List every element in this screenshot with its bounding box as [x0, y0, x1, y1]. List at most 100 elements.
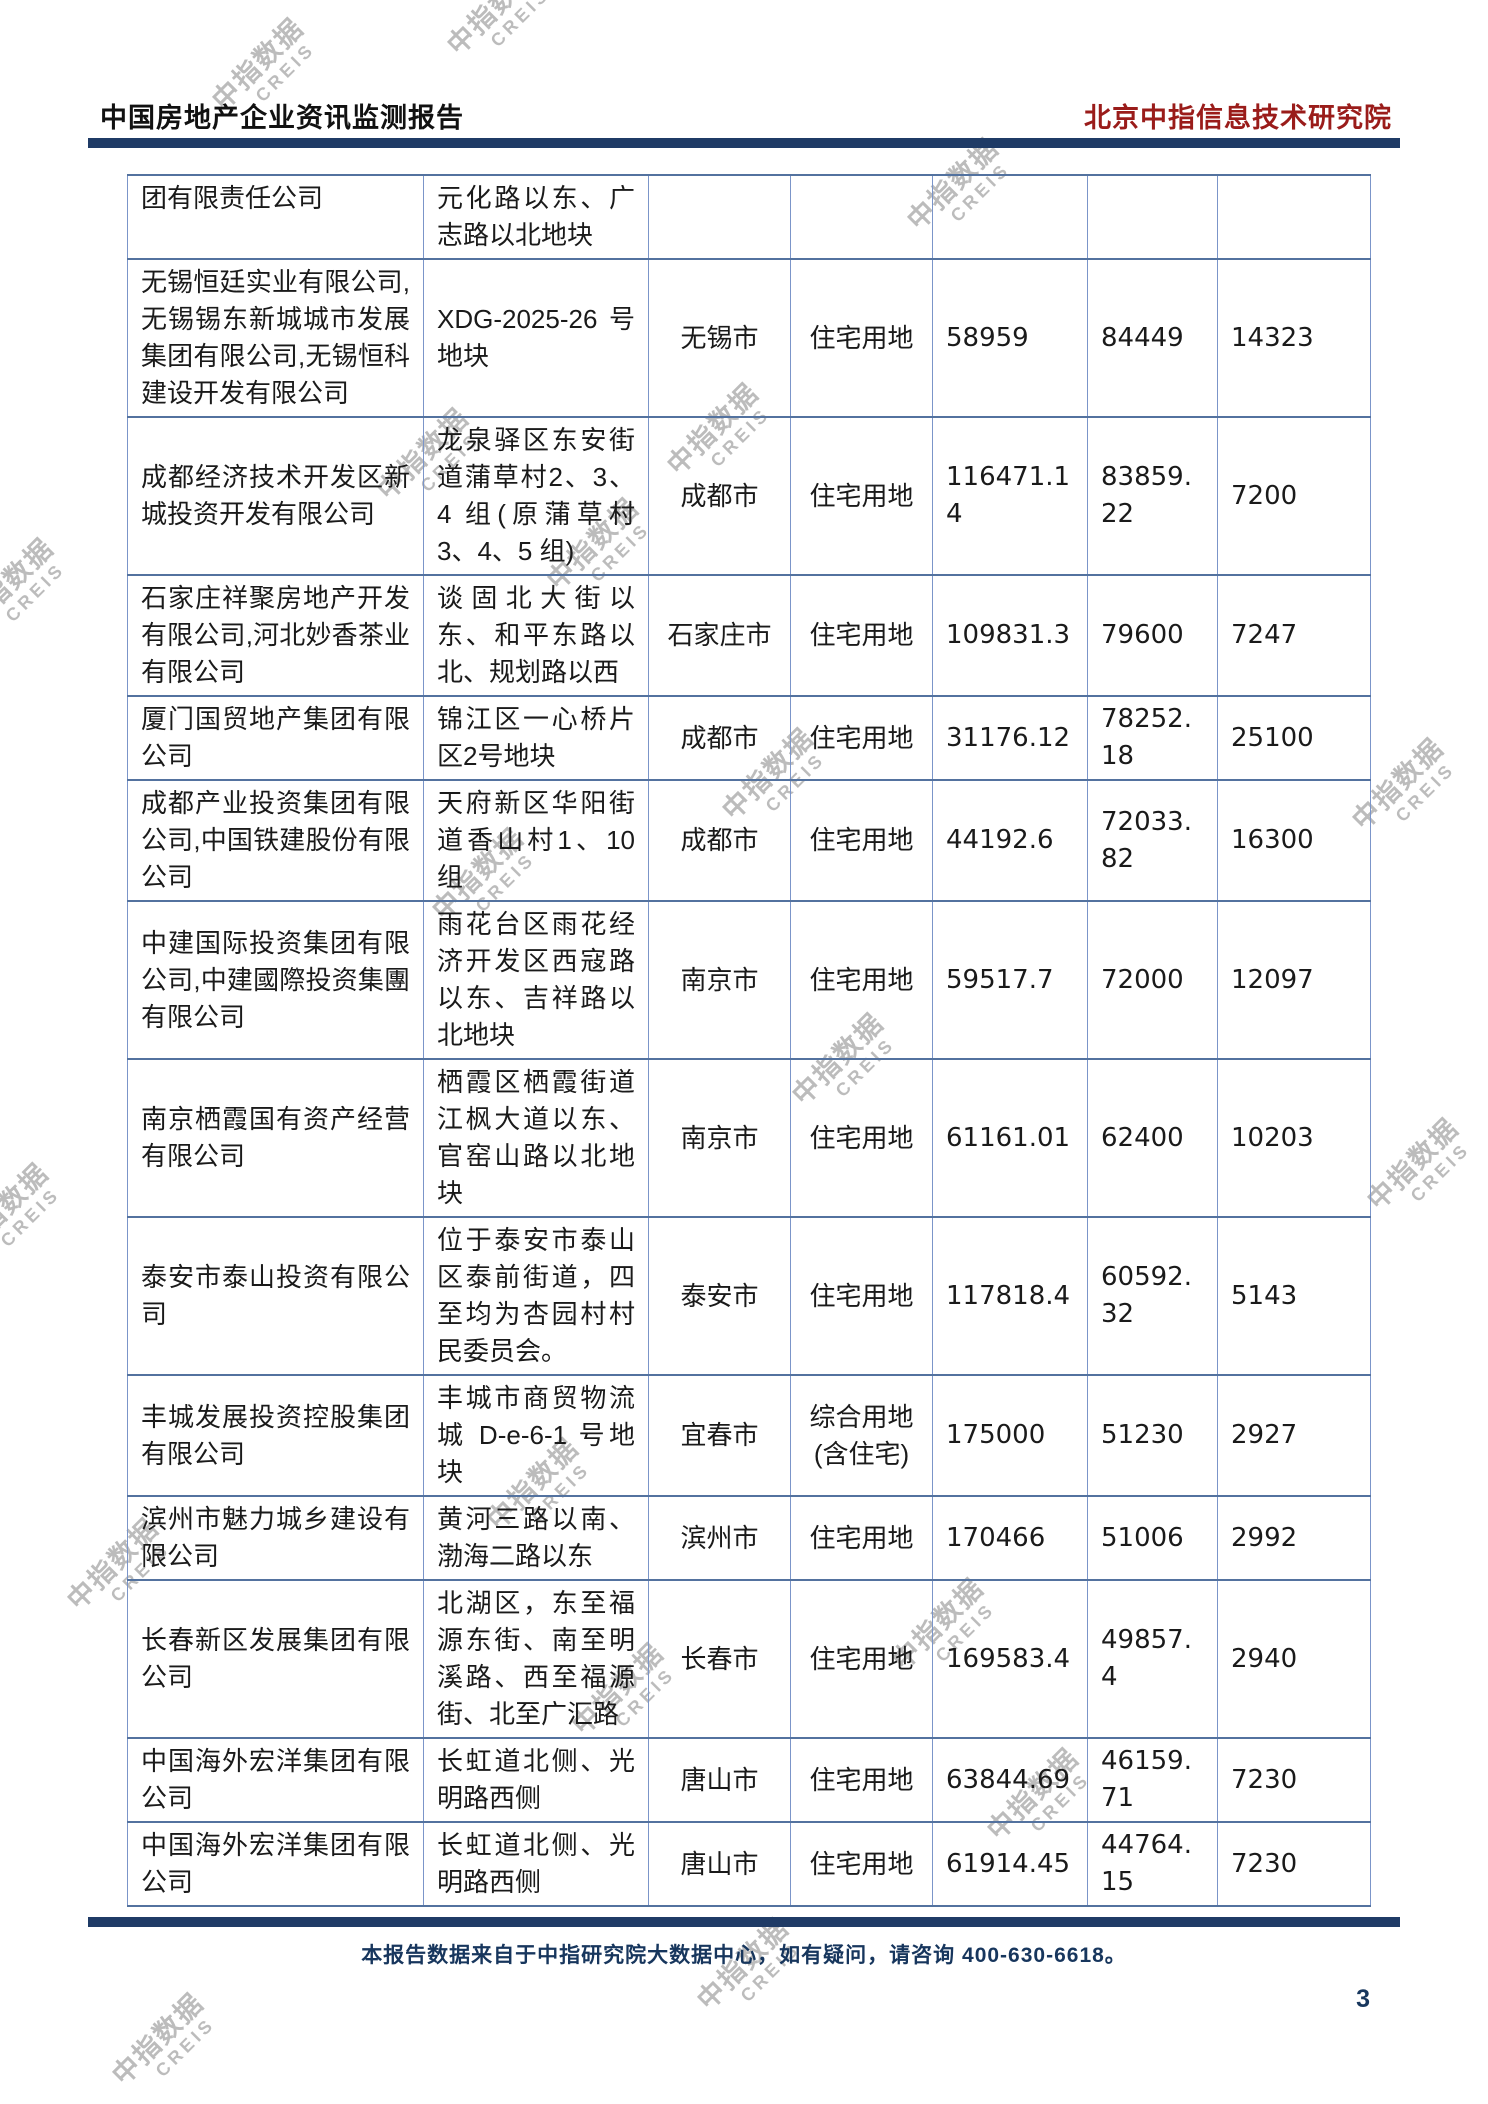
- cell-value-2: 44764.15: [1087, 1821, 1218, 1907]
- cell-value-3: 7200: [1217, 416, 1371, 576]
- cell-land-use: 住宅用地: [790, 574, 933, 697]
- cell-city: 宜春市: [648, 1374, 791, 1497]
- table-row: 南京栖霞国有资产经营有限公司 栖霞区栖霞街道江枫大道以东、官窑山路以北地块 南京市住…: [127, 1058, 1371, 1218]
- cell-land-use: 住宅用地: [790, 258, 933, 418]
- cell-parcel-location: 天府新区华阳街道香山村1、10组: [423, 779, 649, 902]
- cell-company: 成都经济技术开发区新城投资开发有限公司: [127, 416, 424, 576]
- cell-land-use: 住宅用地: [790, 1821, 933, 1907]
- cell-parcel-location: 丰城市商贸物流城 D-e-6-1 号地块: [423, 1374, 649, 1497]
- cell-value-3: 10203: [1217, 1058, 1371, 1218]
- cell-city: 唐山市: [648, 1737, 791, 1823]
- cell-parcel-location: 北湖区，东至福源东街、南至明溪路、西至福源街、北至广汇路: [423, 1579, 649, 1739]
- cell-value-2: 51230: [1087, 1374, 1218, 1497]
- table-row: 团有限责任公司 元化路以东、广志路以北地块: [127, 174, 1371, 260]
- cell-value-1: 61914.45: [932, 1821, 1088, 1907]
- cell-company: 中建国际投资集团有限公司,中建國際投资集團有限公司: [127, 900, 424, 1060]
- cell-value-2: 84449: [1087, 258, 1218, 418]
- cell-company: 团有限责任公司: [127, 174, 424, 260]
- cell-value-2: 72000: [1087, 900, 1218, 1060]
- table-row: 石家庄祥聚房地产开发有限公司,河北妙香茶业有限公司 谈固北大街以东、和平东路以北、…: [127, 574, 1371, 697]
- cell-parcel-location: 谈固北大街以东、和平东路以北、规划路以西: [423, 574, 649, 697]
- cell-value-1: 58959: [932, 258, 1088, 418]
- cell-value-2: 49857.4: [1087, 1579, 1218, 1739]
- table-row: 中国海外宏洋集团有限公司 长虹道北侧、光明路西侧 唐山市 住宅用地 61914.45 44…: [127, 1821, 1371, 1907]
- cell-land-use: 住宅用地: [790, 900, 933, 1060]
- cell-value-3: 2992: [1217, 1495, 1371, 1581]
- table-row: 滨州市魅力城乡建设有限公司 黄河三路以南、渤海二路以东 滨州市 住宅用地 170466 5…: [127, 1495, 1371, 1581]
- table-row: 无锡恒廷实业有限公司,无锡锡东新城城市发展集团有限公司,无锡恒科建设开发有限公司…: [127, 258, 1371, 418]
- cell-parcel-location: 雨花台区雨花经济开发区西寇路以东、吉祥路以北地块: [423, 900, 649, 1060]
- cell-city: 无锡市: [648, 258, 791, 418]
- cell-value-2: 51006: [1087, 1495, 1218, 1581]
- table-row: 长春新区发展集团有限公司 北湖区，东至福源东街、南至明溪路、西至福源街、北至广汇路…: [127, 1579, 1371, 1739]
- footer-note: 本报告数据来自于中指研究院大数据中心，如有疑问，请咨询 400-630-6618…: [361, 1944, 1127, 1967]
- cell-value-1: 117818.4: [932, 1216, 1088, 1376]
- cell-land-use: 住宅用地: [790, 1216, 933, 1376]
- cell-company: 无锡恒廷实业有限公司,无锡锡东新城城市发展集团有限公司,无锡恒科建设开发有限公司: [127, 258, 424, 418]
- cell-company: 中国海外宏洋集团有限公司: [127, 1821, 424, 1907]
- cell-value-3: 7230: [1217, 1821, 1371, 1907]
- cell-company: 中国海外宏洋集团有限公司: [127, 1737, 424, 1823]
- cell-parcel-location: 位于泰安市泰山区泰前街道，四至均为杏园村村民委员会。: [423, 1216, 649, 1376]
- header-rule: [88, 138, 1400, 148]
- cell-value-1: 61161.01: [932, 1058, 1088, 1218]
- cell-value-1: [932, 174, 1088, 260]
- cell-value-2: 78252.18: [1087, 695, 1218, 781]
- table-row: 成都产业投资集团有限公司,中国铁建股份有限公司 天府新区华阳街道香山村1、10组成…: [127, 779, 1371, 902]
- table-row: 泰安市泰山投资有限公司 位于泰安市泰山区泰前街道，四至均为杏园村村民委员会。 泰安市…: [127, 1216, 1371, 1376]
- cell-company: 成都产业投资集团有限公司,中国铁建股份有限公司: [127, 779, 424, 902]
- cell-city: [648, 174, 791, 260]
- table-row: 成都经济技术开发区新城投资开发有限公司 龙泉驿区东安街道蒲草村2、3、4 组(原蒲…: [127, 416, 1371, 576]
- cell-land-use: 综合用地(含住宅): [790, 1374, 933, 1497]
- cell-parcel-location: XDG-2025-26 号地块: [423, 258, 649, 418]
- cell-value-1: 170466: [932, 1495, 1088, 1581]
- cell-parcel-location: 长虹道北侧、光明路西侧: [423, 1737, 649, 1823]
- page-content: 团有限责任公司 元化路以东、广志路以北地块 无锡恒廷实业有限公司,无锡锡东新城城市发…: [88, 174, 1400, 2013]
- cell-company: 厦门国贸地产集团有限公司: [127, 695, 424, 781]
- cell-land-use: 住宅用地: [790, 695, 933, 781]
- cell-parcel-location: 长虹道北侧、光明路西侧: [423, 1821, 649, 1907]
- cell-value-2: 79600: [1087, 574, 1218, 697]
- cell-land-use: 住宅用地: [790, 416, 933, 576]
- land-transactions-table: 团有限责任公司 元化路以东、广志路以北地块 无锡恒廷实业有限公司,无锡锡东新城城市发…: [127, 174, 1371, 1907]
- cell-land-use: [790, 174, 933, 260]
- footer-rule: [88, 1917, 1400, 1927]
- cell-company: 长春新区发展集团有限公司: [127, 1579, 424, 1739]
- cell-parcel-location: 锦江区一心桥片区2号地块: [423, 695, 649, 781]
- cell-city: 成都市: [648, 779, 791, 902]
- cell-value-3: 7230: [1217, 1737, 1371, 1823]
- cell-value-3: 25100: [1217, 695, 1371, 781]
- table-row: 丰城发展投资控股集团有限公司 丰城市商贸物流城 D-e-6-1 号地块 宜春市 综合用…: [127, 1374, 1371, 1497]
- cell-company: 石家庄祥聚房地产开发有限公司,河北妙香茶业有限公司: [127, 574, 424, 697]
- cell-parcel-location: 元化路以东、广志路以北地块: [423, 174, 649, 260]
- cell-value-3: 2940: [1217, 1579, 1371, 1739]
- cell-value-2: 60592.32: [1087, 1216, 1218, 1376]
- cell-city: 南京市: [648, 1058, 791, 1218]
- cell-city: 南京市: [648, 900, 791, 1060]
- cell-city: 成都市: [648, 695, 791, 781]
- cell-value-3: 16300: [1217, 779, 1371, 902]
- page-header: 中国房地产企业资讯监测报告 北京中指信息技术研究院: [100, 96, 1392, 135]
- cell-company: 泰安市泰山投资有限公司: [127, 1216, 424, 1376]
- cell-city: 成都市: [648, 416, 791, 576]
- land-table-body: 团有限责任公司 元化路以东、广志路以北地块 无锡恒廷实业有限公司,无锡锡东新城城市发…: [127, 174, 1371, 1907]
- table-row: 中国海外宏洋集团有限公司 长虹道北侧、光明路西侧 唐山市 住宅用地 63844.69 46…: [127, 1737, 1371, 1823]
- cell-value-1: 169583.4: [932, 1579, 1088, 1739]
- cell-value-1: 31176.12: [932, 695, 1088, 781]
- cell-land-use: 住宅用地: [790, 1579, 933, 1739]
- cell-land-use: 住宅用地: [790, 779, 933, 902]
- cell-value-1: 116471.14: [932, 416, 1088, 576]
- cell-value-2: [1087, 174, 1218, 260]
- cell-value-1: 109831.3: [932, 574, 1088, 697]
- cell-value-3: 12097: [1217, 900, 1371, 1060]
- cell-value-2: 83859.22: [1087, 416, 1218, 576]
- cell-value-3: 5143: [1217, 1216, 1371, 1376]
- cell-city: 滨州市: [648, 1495, 791, 1581]
- cell-value-2: 62400: [1087, 1058, 1218, 1218]
- cell-value-1: 63844.69: [932, 1737, 1088, 1823]
- cell-value-3: [1217, 174, 1371, 260]
- cell-value-1: 59517.7: [932, 900, 1088, 1060]
- cell-company: 南京栖霞国有资产经营有限公司: [127, 1058, 424, 1218]
- cell-parcel-location: 黄河三路以南、渤海二路以东: [423, 1495, 649, 1581]
